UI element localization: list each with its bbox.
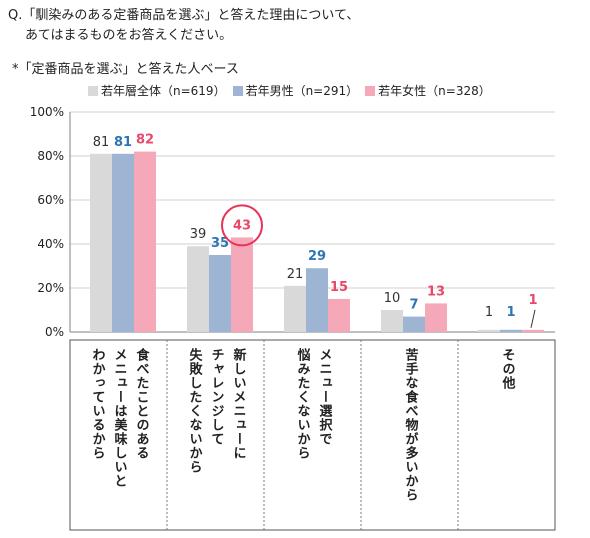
question-line-2: あてはまるものをお答えください。 [25, 28, 233, 43]
bar-s1-c1 [209, 255, 231, 332]
category-box [69, 339, 556, 531]
data-label-s0-c3: 10 [384, 291, 401, 306]
data-label-s1-c2: 29 [308, 249, 326, 264]
y-tick-label-5: 100% [30, 105, 64, 119]
data-label-s2-c3: 13 [427, 284, 445, 299]
legend: 若年層全体（n=619） 若年男性（n=291） 若年女性（n=328） [88, 82, 491, 99]
category-label-3: 苦手な食べ物が多いから [402, 348, 418, 502]
data-label-s2-c0: 82 [136, 133, 154, 148]
highlight-circle [221, 204, 263, 247]
data-label-s2-c4: 1 [528, 293, 537, 308]
legend-item-male: 若年男性（n=291） [232, 82, 359, 99]
bar-s2-c1 [231, 237, 253, 332]
y-tick-label-4: 80% [37, 149, 64, 163]
bar-s0-c2 [284, 285, 306, 332]
bar-s0-c4 [478, 329, 500, 332]
bar-s0-c3 [381, 310, 403, 332]
legend-label-female: 若年女性（n=328） [378, 84, 491, 98]
base-note: *「定番商品を選ぶ」と答えた人ベース [12, 62, 239, 77]
data-label-s2-c2: 15 [330, 280, 348, 295]
legend-label-all: 若年層全体（n=619） [101, 84, 226, 98]
y-tick-label-0: 0% [45, 325, 64, 339]
category-label-0: 食べたことのある メニューは美味しいと わかっているから [89, 348, 149, 488]
y-tick-label-2: 40% [37, 237, 64, 251]
y-tick-label-3: 60% [37, 193, 64, 207]
bar-s0-c1 [187, 246, 209, 332]
bar-s2-c2 [328, 299, 350, 332]
category-label-4: その他 [499, 348, 515, 390]
bar-s2-c0 [134, 151, 156, 332]
y-tick-label-1: 20% [37, 281, 64, 295]
data-label-s1-c4: 1 [506, 305, 515, 320]
data-label-s1-c3: 7 [409, 298, 418, 313]
bar-s1-c2 [306, 268, 328, 332]
data-label-s0-c4: 1 [485, 305, 493, 320]
category-label-2: メニュー選択で 悩みたくないから [294, 348, 332, 460]
data-label-s0-c1: 39 [190, 227, 207, 242]
data-label-s0-c0: 81 [93, 135, 110, 150]
bar-s2-c3 [425, 303, 447, 332]
data-label-s0-c2: 21 [287, 267, 304, 282]
category-label-1: 新しいメニューに チャレンジして 失敗したくないから [186, 348, 246, 474]
legend-item-all: 若年層全体（n=619） [88, 82, 226, 99]
legend-swatch-all [88, 85, 98, 96]
bar-s1-c4 [500, 329, 522, 332]
legend-item-female: 若年女性（n=328） [365, 82, 491, 99]
data-label-s1-c1: 35 [211, 236, 229, 251]
legend-swatch-male [232, 85, 243, 96]
bar-s0-c0 [90, 153, 112, 332]
legend-swatch-female [365, 85, 376, 96]
bar-s1-c0 [112, 153, 134, 332]
question-line-1: Q.「馴染みのある定番商品を選ぶ」と答えた理由について、 [8, 8, 360, 23]
data-label-s1-c0: 81 [114, 135, 132, 150]
bar-s2-c4 [522, 329, 544, 332]
legend-label-male: 若年男性（n=291） [245, 84, 359, 98]
bar-s1-c3 [403, 316, 425, 332]
data-label-s2-c1: 43 [233, 218, 251, 233]
leader-line-other-female [530, 309, 536, 328]
